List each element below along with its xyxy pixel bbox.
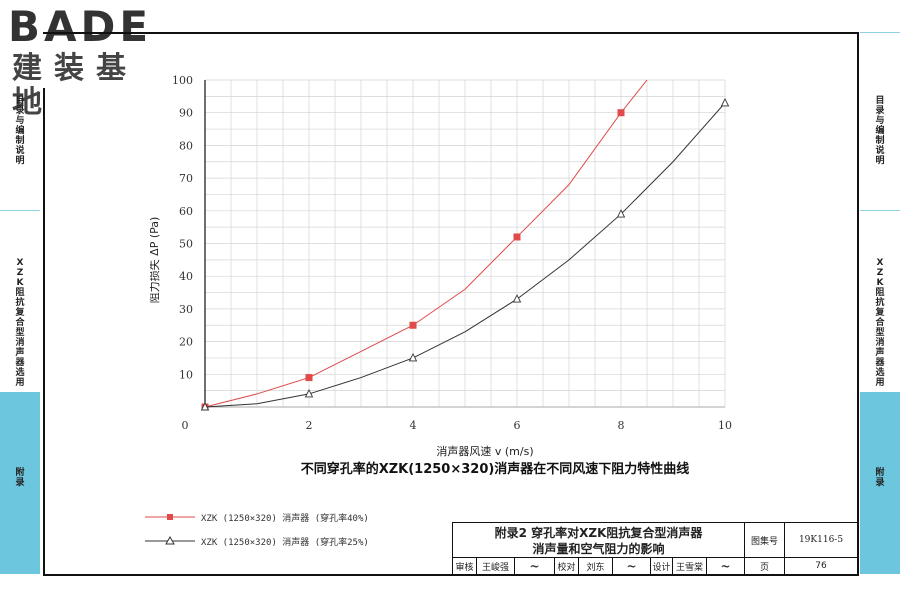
side-tab-selection-left[interactable]: XZK阻抗复合型消声器选用 xyxy=(15,258,25,388)
resistance-chart: 10 20 30 40 50 60 70 80 90 100 0 2 4 6 8 10 阻力损失 ΔP (Pa… xyxy=(150,74,732,458)
chart-series xyxy=(200,79,730,411)
frame-border-right xyxy=(857,32,859,574)
frame-border-top xyxy=(43,32,858,34)
series-point-1 xyxy=(304,388,314,398)
series-point-0 xyxy=(513,233,521,241)
page-number: 76 xyxy=(785,558,858,575)
series-point-0 xyxy=(409,321,417,329)
x-tick-label: 0 xyxy=(182,419,189,432)
drawing-title: 附录2 穿孔率对XZK阻抗复合型消声器 消声量和空气阻力的影响 xyxy=(453,523,745,558)
y-tick-label: 50 xyxy=(179,238,193,251)
series-point-1 xyxy=(200,401,210,411)
atlas-number: 19K116-5 xyxy=(785,523,858,558)
reviewer-name: 王峻强 xyxy=(477,558,515,575)
logo-mark: BADE xyxy=(8,2,153,51)
page-label: 页 xyxy=(745,558,785,575)
review-label: 审核 xyxy=(453,558,477,575)
x-tick-label: 8 xyxy=(618,419,625,432)
series-point-0 xyxy=(617,109,625,117)
legend-swatch-red xyxy=(145,514,195,520)
x-tick-label: 10 xyxy=(718,419,732,432)
design-label: 设计 xyxy=(651,558,673,575)
chart-title: 不同穿孔率的XZK(1250×320)消声器在不同风速下阻力特性曲线 xyxy=(300,462,690,477)
reviewer-signature: ~ xyxy=(515,558,555,575)
side-tab-contents-left[interactable]: 目录与编制说明 xyxy=(15,96,25,166)
side-tab-appendix-left[interactable]: 附录 xyxy=(15,468,25,488)
logo: BADE 建装基地 xyxy=(8,2,178,120)
x-tick-label: 6 xyxy=(514,419,521,432)
side-tab-highlight-left xyxy=(0,392,40,574)
y-axis-label: 阻力损失 ΔP (Pa) xyxy=(150,217,161,304)
series-point-1 xyxy=(720,97,730,107)
y-tick-label: 30 xyxy=(179,303,193,316)
side-tab-highlight-right xyxy=(860,392,900,574)
y-tick-label: 90 xyxy=(179,107,193,120)
chart-axes: 10 20 30 40 50 60 70 80 90 100 0 2 4 6 8 10 xyxy=(172,74,732,432)
series-line-1 xyxy=(204,102,726,408)
series-point-1 xyxy=(616,209,626,218)
chart-legend: XZK (1250×320) 消声器 (穿孔率40%) XZK (1250×32… xyxy=(145,505,445,555)
frame-border-left xyxy=(43,88,45,574)
designer-name: 王雪棠 xyxy=(673,558,707,575)
y-tick-label: 40 xyxy=(179,270,193,283)
side-divider xyxy=(860,210,900,211)
series-point-1 xyxy=(512,294,522,303)
side-divider xyxy=(860,32,900,33)
series-point-1 xyxy=(408,352,418,362)
x-tick-label: 4 xyxy=(410,419,417,432)
x-tick-label: 2 xyxy=(306,419,313,432)
side-tab-selection-right[interactable]: XZK阻抗复合型消声器选用 xyxy=(875,258,885,388)
y-tick-label: 10 xyxy=(179,368,193,381)
y-tick-label: 70 xyxy=(179,172,193,185)
y-tick-label: 100 xyxy=(172,74,193,87)
title-block: 附录2 穿孔率对XZK阻抗复合型消声器 消声量和空气阻力的影响 图集号 19K1… xyxy=(452,522,858,575)
legend-item-25: XZK (1250×320) 消声器 (穿孔率25%) xyxy=(145,533,369,549)
legend-swatch-black xyxy=(145,536,195,545)
checker-signature: ~ xyxy=(613,558,651,575)
series-line-0 xyxy=(204,79,648,408)
atlas-label: 图集号 xyxy=(745,523,785,558)
checker-name: 刘东 xyxy=(579,558,613,575)
chart-grid xyxy=(204,79,726,408)
y-tick-label: 20 xyxy=(179,336,193,349)
frame-border-bottom xyxy=(43,574,859,576)
side-tab-contents-right[interactable]: 目录与编制说明 xyxy=(875,96,885,166)
y-tick-label: 60 xyxy=(179,205,193,218)
side-tab-appendix-right[interactable]: 附录 xyxy=(875,468,885,488)
y-tick-label: 80 xyxy=(179,139,193,152)
check-label: 校对 xyxy=(555,558,579,575)
side-divider xyxy=(0,210,40,211)
legend-label-40: XZK (1250×320) 消声器 (穿孔率40%) xyxy=(201,513,369,524)
designer-signature: ~ xyxy=(707,558,745,575)
x-axis-label: 消声器风速 v (m/s) xyxy=(436,444,533,458)
series-point-0 xyxy=(305,374,313,382)
legend-item-40: XZK (1250×320) 消声器 (穿孔率40%) xyxy=(145,509,369,525)
logo-subtitle: 建装基地 xyxy=(12,51,138,120)
legend-label-25: XZK (1250×320) 消声器 (穿孔率25%) xyxy=(201,537,369,548)
